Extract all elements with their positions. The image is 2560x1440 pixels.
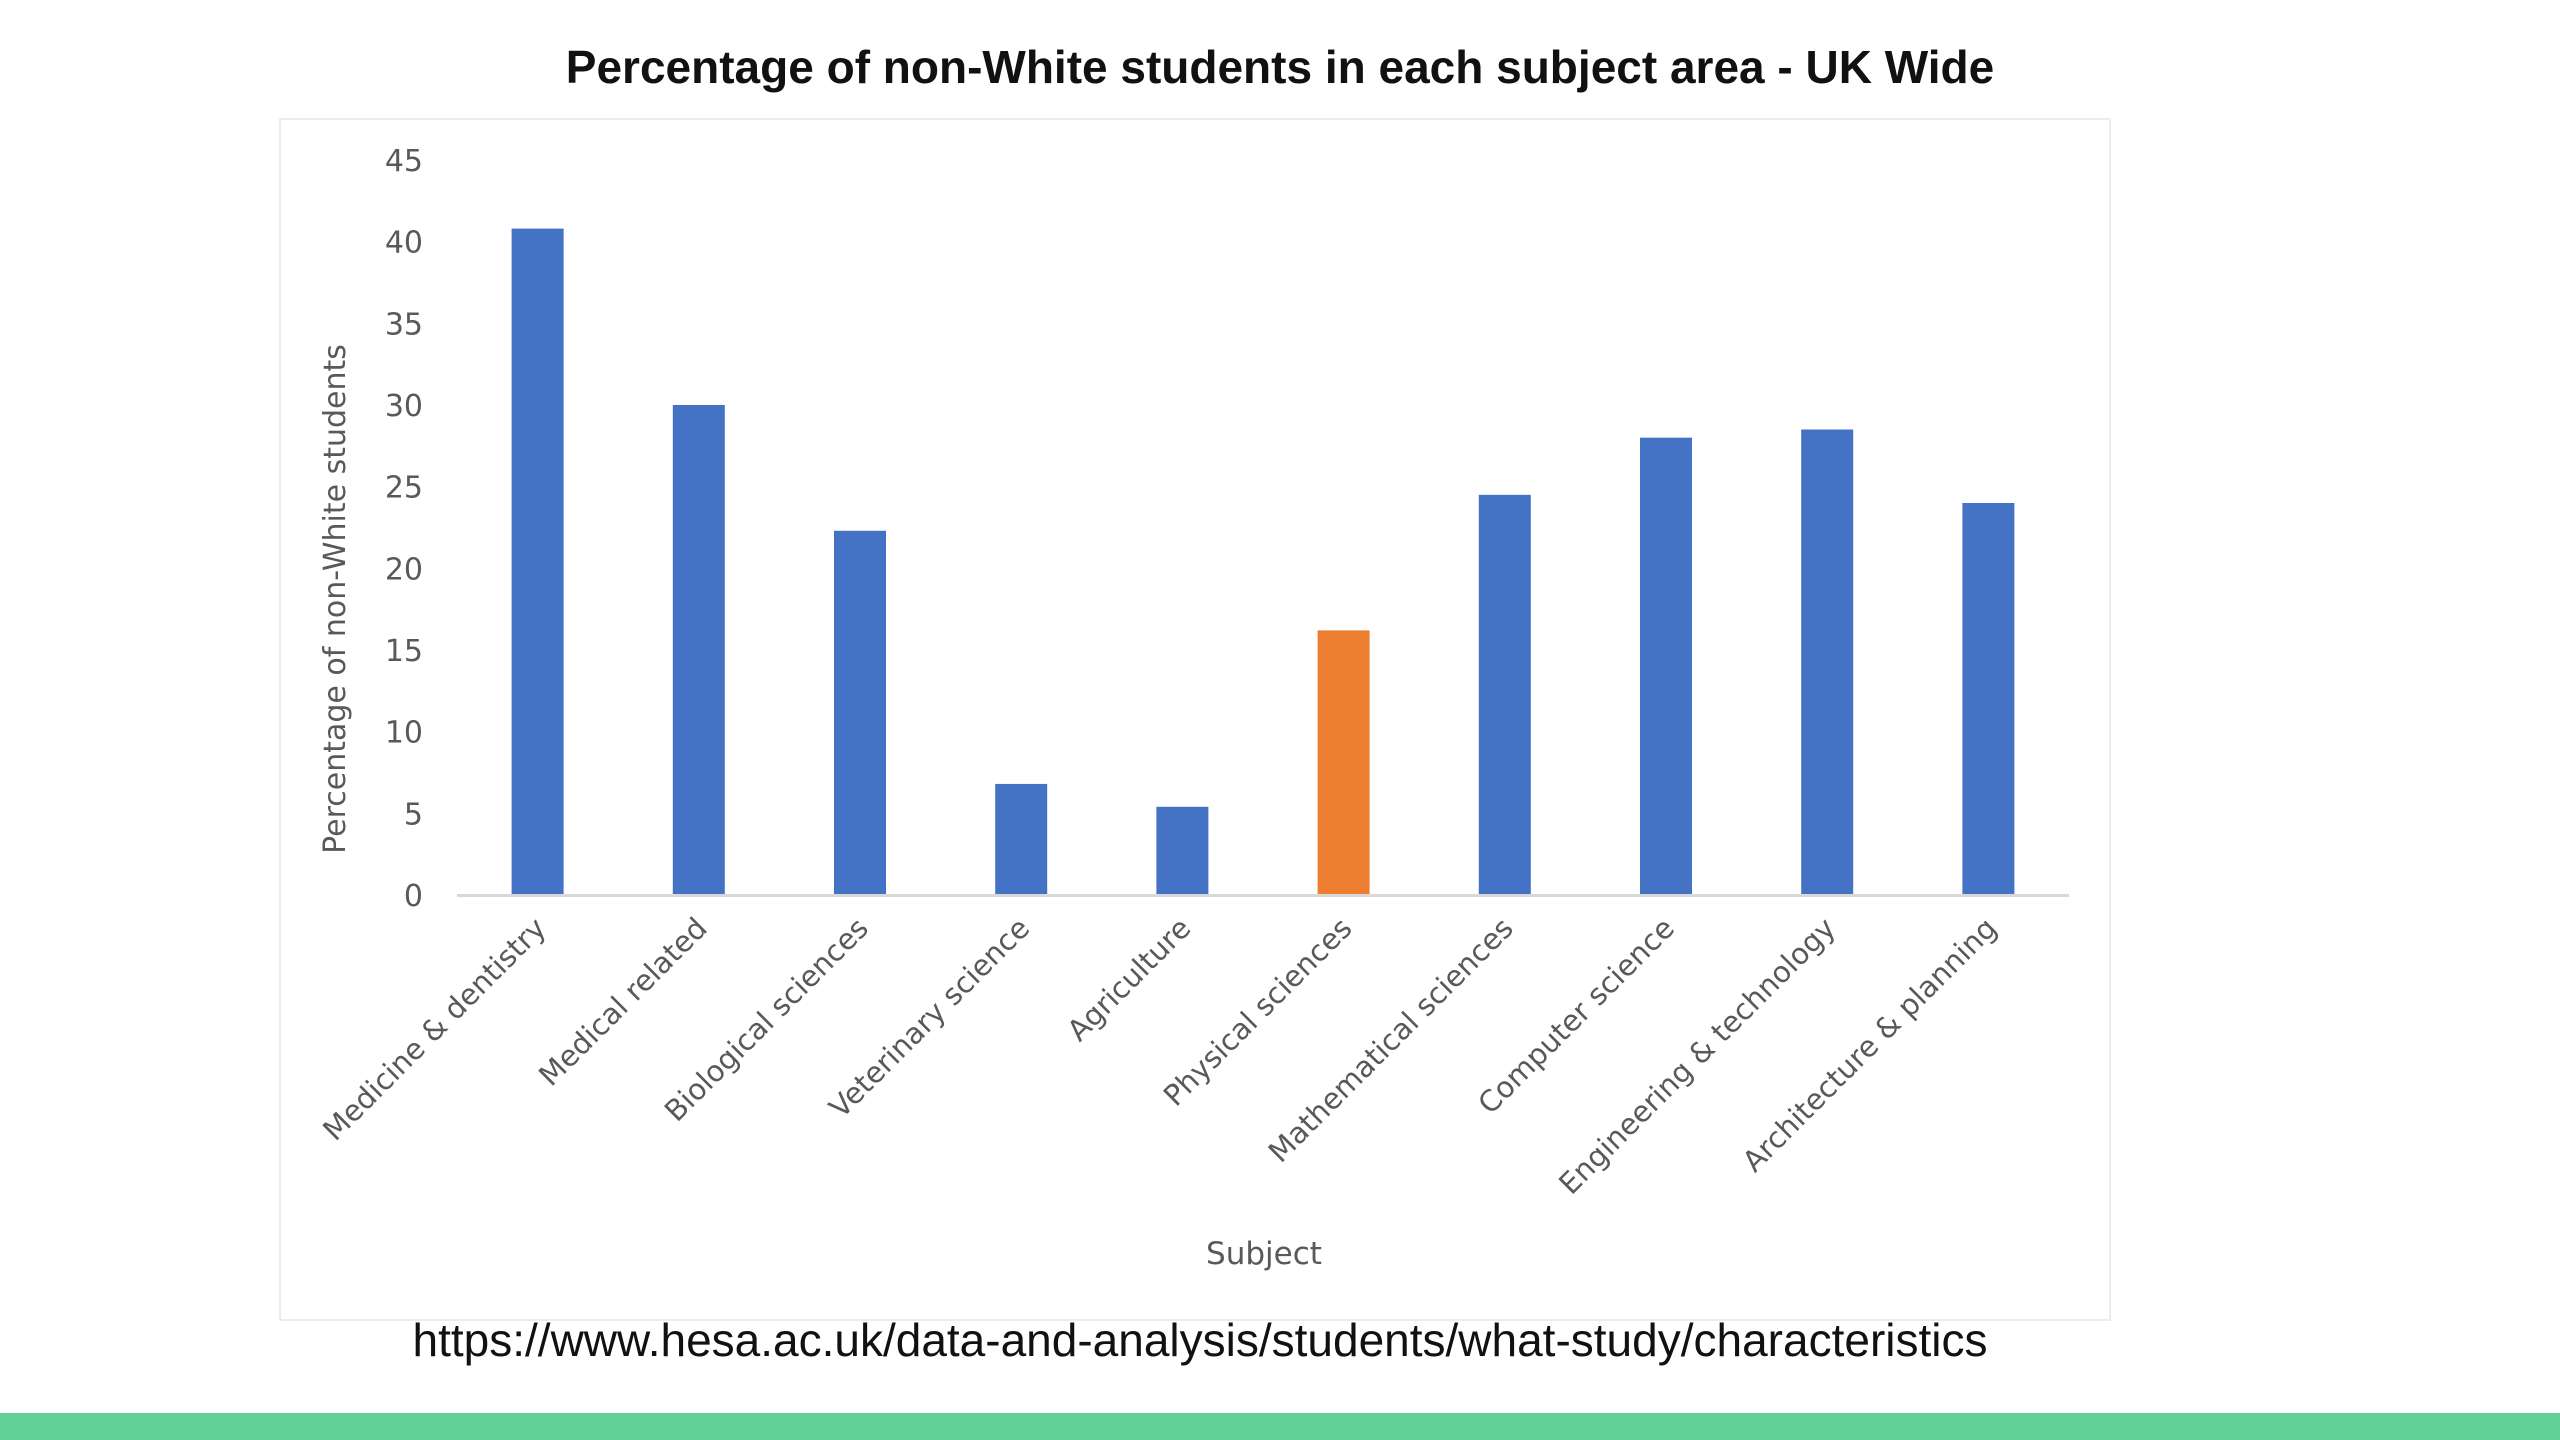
y-tick-label: 35 xyxy=(385,307,423,342)
y-tick-label: 20 xyxy=(385,552,423,587)
y-tick-label: 10 xyxy=(385,716,423,751)
bar xyxy=(1801,429,1854,895)
y-tick-label: 30 xyxy=(385,389,423,424)
bar xyxy=(834,530,886,895)
y-tick-label: 15 xyxy=(385,634,423,669)
bar xyxy=(672,405,725,895)
chart-frame: 0 5 10 15 20 25 30 35 40 45 Medicine & dentistry M… xyxy=(279,118,2111,1321)
y-tick-label: 0 xyxy=(404,879,423,914)
x-tick-label: Architecture & planning xyxy=(1736,911,2004,1179)
y-axis-ticks: 0 5 10 15 20 25 30 35 40 45 xyxy=(385,144,423,914)
bar xyxy=(1640,437,1692,895)
bars xyxy=(511,228,2015,896)
y-tick-label: 40 xyxy=(385,226,423,261)
y-tick-label: 45 xyxy=(385,144,423,179)
bar xyxy=(1317,630,1370,895)
x-tick-label: Medicine & dentistry xyxy=(316,911,552,1147)
y-axis-title: Percentage of non-White students xyxy=(318,344,353,854)
y-tick-label: 25 xyxy=(385,471,423,506)
source-link[interactable]: https://www.hesa.ac.uk/data-and-analysis… xyxy=(412,1314,1988,1366)
bar xyxy=(1156,806,1209,895)
bar xyxy=(511,228,564,896)
bar xyxy=(1962,503,2015,895)
bar xyxy=(1478,494,1531,895)
y-tick-label: 5 xyxy=(404,797,423,832)
x-axis-title: Subject xyxy=(1206,1236,1322,1272)
x-tick-label: Engineering & technology xyxy=(1552,911,1842,1201)
bar xyxy=(995,783,1048,895)
bar-chart: 0 5 10 15 20 25 30 35 40 45 Medicine & dentistryM… xyxy=(316,144,2069,1272)
x-tick-label: Agriculture xyxy=(1061,911,1198,1048)
slide-title: Percentage of non-White students in each… xyxy=(565,41,1995,93)
footer-bar xyxy=(0,1413,2560,1440)
x-tick-label: Medical related xyxy=(532,911,714,1093)
